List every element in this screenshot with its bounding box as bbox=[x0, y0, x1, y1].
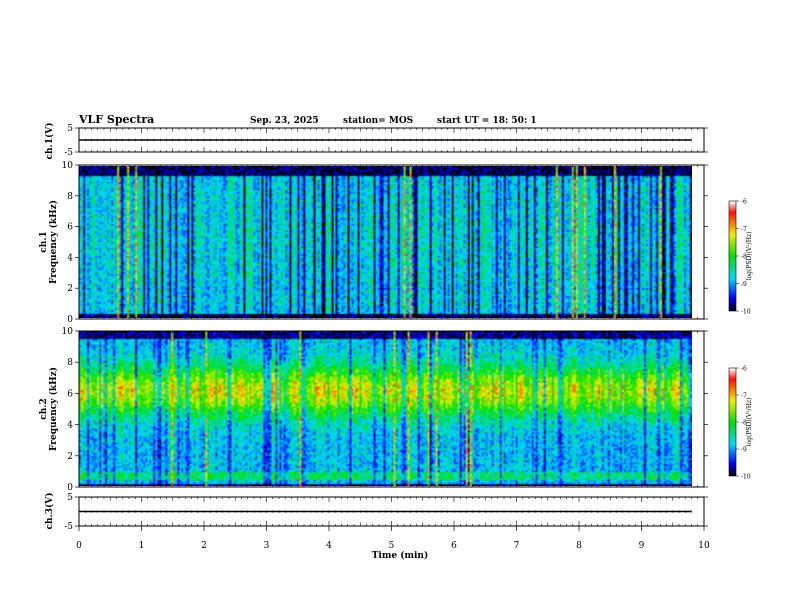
x-tick-label: 1 bbox=[139, 541, 145, 551]
ch1-voltage-ylabel: ch.1(V) bbox=[44, 123, 55, 160]
x-axis-label: Time (min) bbox=[372, 550, 429, 561]
colorbar-tick-label-p2: -9 bbox=[741, 281, 747, 288]
x-tick-label: 10 bbox=[698, 541, 710, 551]
ch1-spectrogram bbox=[79, 166, 692, 318]
ch1-spectrum-frame bbox=[78, 164, 705, 320]
x-tick-label: 7 bbox=[514, 541, 520, 551]
ch2-colorbar-label: log(PSD)(V²/Hz) bbox=[746, 398, 753, 447]
y-tick-label-p2: 10 bbox=[62, 161, 74, 171]
x-tick-label: 6 bbox=[451, 541, 457, 551]
ch1-colorbar bbox=[729, 201, 736, 311]
colorbar-tick-label-p3: -10 bbox=[741, 474, 751, 481]
y-tick-label-p2: 4 bbox=[67, 253, 73, 263]
colorbar-tick-label-p3: -7 bbox=[741, 393, 747, 400]
y-tick-label-p2: 0 bbox=[67, 315, 73, 325]
ch1-colorbar-frame bbox=[728, 200, 737, 312]
x-tick-label: 8 bbox=[576, 541, 582, 551]
colorbar-tick-label-p2: -8 bbox=[741, 254, 747, 261]
y-tick-label-p3: 8 bbox=[67, 358, 73, 368]
ch2-spectrum-ylabel-line1: ch.2 bbox=[39, 398, 49, 419]
colorbar-tick-label-p3: -9 bbox=[741, 447, 747, 454]
date-label: Sep. 23, 2025 bbox=[250, 116, 319, 126]
y-tick-label-p2: 8 bbox=[67, 192, 73, 202]
ch2-spectrogram bbox=[79, 331, 692, 486]
y-tick-label-p3: 0 bbox=[67, 483, 73, 493]
colorbar-tick-label-p2: -6 bbox=[741, 199, 747, 206]
y-tick-label-p3: 10 bbox=[62, 327, 74, 337]
ch3-voltage-ylabel: ch.3(V) bbox=[44, 493, 55, 530]
y-tick-label-p2: 6 bbox=[67, 223, 73, 233]
ch1-spectrum-ylabel-line2: Frequency (kHz) bbox=[48, 200, 59, 284]
y-tick-label-p1: 5 bbox=[67, 124, 73, 134]
y-tick-label-p4: -5 bbox=[64, 522, 73, 532]
y-tick-label-p3: 4 bbox=[67, 421, 73, 431]
start-ut-label: start UT = 18: 50: 1 bbox=[437, 116, 537, 126]
x-tick-label: 2 bbox=[201, 541, 207, 551]
y-tick-label-p4: 5 bbox=[67, 493, 73, 503]
x-tick-label: 3 bbox=[264, 541, 270, 551]
ch3-voltage-frame bbox=[78, 496, 705, 527]
x-tick-label: 9 bbox=[639, 541, 645, 551]
y-tick-label-p2: 2 bbox=[67, 284, 73, 294]
ch1-spectrum-ylabel-line1: ch.1 bbox=[39, 231, 49, 252]
x-tick-label: 0 bbox=[76, 541, 82, 551]
colorbar-tick-label-p3: -8 bbox=[741, 420, 747, 427]
ch2-spectrum-ylabel-line2: Frequency (kHz) bbox=[48, 367, 59, 451]
figure-title: VLF Spectra bbox=[78, 113, 154, 126]
y-tick-label-p1: -5 bbox=[64, 148, 73, 158]
y-tick-label-p3: 6 bbox=[67, 389, 73, 399]
ch2-spectrum-frame bbox=[78, 330, 705, 488]
colorbar-tick-label-p2: -7 bbox=[741, 226, 747, 233]
colorbar-tick-label-p3: -6 bbox=[741, 366, 747, 373]
station-label: station= MOS bbox=[343, 116, 413, 126]
ch1-voltage-frame bbox=[78, 127, 705, 153]
ch2-colorbar bbox=[729, 368, 736, 476]
x-tick-label: 4 bbox=[326, 541, 332, 551]
colorbar-tick-label-p2: -10 bbox=[741, 309, 751, 316]
ch2-colorbar-frame bbox=[728, 367, 737, 477]
x-tick-label: 5 bbox=[389, 541, 395, 551]
ch1-colorbar-label: log(PSD)(V²/Hz) bbox=[746, 232, 753, 281]
y-tick-label-p3: 2 bbox=[67, 452, 73, 462]
